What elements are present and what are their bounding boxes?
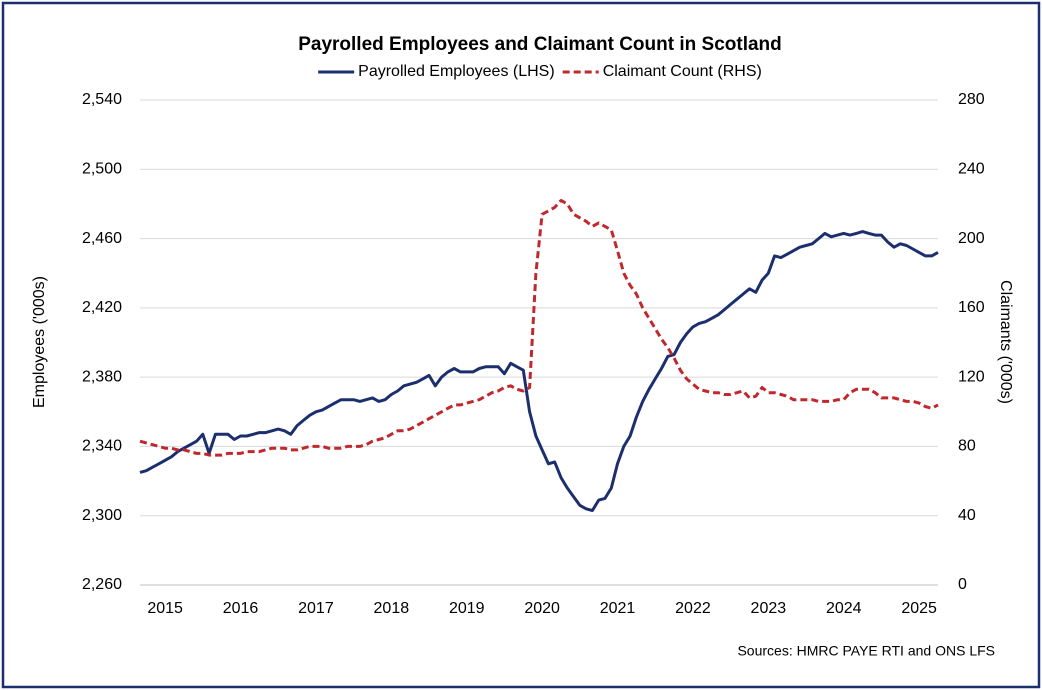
y2-tick-label: 120 xyxy=(958,368,985,385)
x-tick-label: 2017 xyxy=(298,600,334,617)
x-tick-label: 2022 xyxy=(675,600,711,617)
y-tick-label: 2,540 xyxy=(82,91,122,108)
legend-label: Claimant Count (RHS) xyxy=(603,63,762,80)
y2-tick-label: 160 xyxy=(958,299,985,316)
y-tick-label: 2,380 xyxy=(82,368,122,385)
y-tick-label: 2,300 xyxy=(82,507,122,524)
x-tick-label: 2024 xyxy=(826,600,862,617)
y-axis-label: Employees ('000s) xyxy=(31,276,48,408)
x-tick-label: 2023 xyxy=(751,600,787,617)
y-tick-label: 2,260 xyxy=(82,576,122,593)
source-note: Sources: HMRC PAYE RTI and ONS LFS xyxy=(737,643,995,659)
y2-tick-label: 240 xyxy=(958,161,985,178)
series-line xyxy=(139,230,939,512)
y-tick-label: 2,420 xyxy=(82,299,122,316)
y-tick-label: 2,340 xyxy=(82,438,122,455)
x-tick-label: 2025 xyxy=(901,600,937,617)
x-tick-label: 2018 xyxy=(374,600,410,617)
y2-tick-label: 280 xyxy=(958,91,985,108)
y2-axis-label: Claimants ('000s) xyxy=(997,280,1014,404)
y-tick-label: 2,460 xyxy=(82,230,122,247)
x-tick-label: 2020 xyxy=(524,600,560,617)
y2-tick-label: 0 xyxy=(958,576,967,593)
x-tick-label: 2015 xyxy=(147,600,183,617)
y2-tick-label: 200 xyxy=(958,230,985,247)
y-tick-label: 2,500 xyxy=(82,161,122,178)
x-tick-label: 2021 xyxy=(600,600,636,617)
series-line xyxy=(139,199,939,457)
x-tick-label: 2016 xyxy=(223,600,259,617)
x-tick-label: 2019 xyxy=(449,600,485,617)
y2-tick-label: 80 xyxy=(958,438,976,455)
chart-title: Payrolled Employees and Claimant Count i… xyxy=(298,34,782,55)
y2-tick-label: 40 xyxy=(958,507,976,524)
legend-label: Payrolled Employees (LHS) xyxy=(358,63,555,80)
